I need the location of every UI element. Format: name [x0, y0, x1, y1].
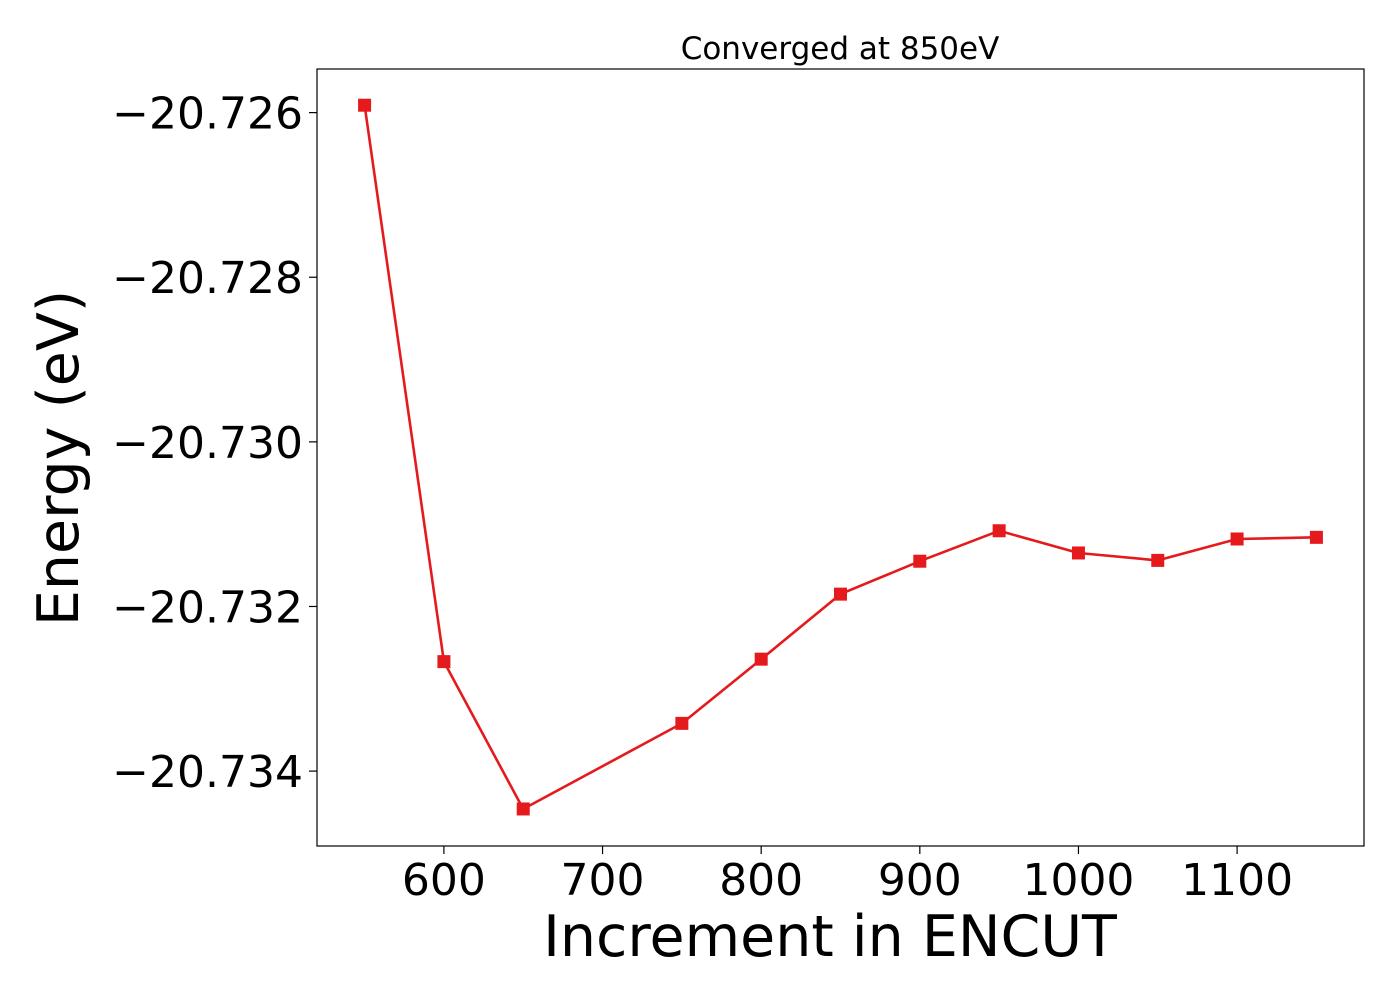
y-tick-label: −20.732 [112, 582, 303, 633]
data-point-marker [1309, 530, 1323, 544]
x-tick-label: 800 [719, 855, 803, 906]
data-point-marker [992, 524, 1006, 538]
data-point-marker [675, 716, 689, 730]
plot-area-frame [316, 68, 1365, 847]
y-axis-label: Energy (eV) [26, 290, 92, 626]
x-tick-label: 700 [561, 855, 645, 906]
data-point-marker [516, 802, 530, 816]
series-layer [358, 98, 1323, 816]
x-tick-label: 1000 [1022, 855, 1134, 906]
y-axis-ticks: −20.726 −20.728 −20.730 −20.732 −20.734 [112, 89, 317, 798]
data-point-marker [834, 587, 847, 601]
x-axis-label: Increment in ENCUT [543, 904, 1117, 970]
y-tick-label: −20.734 [112, 747, 303, 798]
x-tick-label: 900 [878, 855, 962, 906]
x-axis-ticks: 600 700 800 900 1000 1100 [402, 846, 1293, 906]
data-point-marker [1151, 553, 1165, 567]
chart-title: Converged at 850eV [681, 31, 1000, 67]
data-point-marker [754, 652, 768, 666]
data-point-marker [1071, 546, 1085, 560]
data-point-marker [1230, 532, 1244, 546]
series-line [363, 105, 1317, 811]
data-point-marker [437, 655, 451, 669]
data-point-marker [913, 554, 927, 568]
y-tick-label: −20.726 [112, 89, 303, 140]
y-tick-label: −20.728 [112, 253, 303, 304]
y-tick-label: −20.730 [112, 418, 303, 469]
x-tick-label: 600 [402, 855, 486, 906]
x-tick-label: 1100 [1181, 855, 1293, 906]
data-point-marker [358, 98, 372, 112]
